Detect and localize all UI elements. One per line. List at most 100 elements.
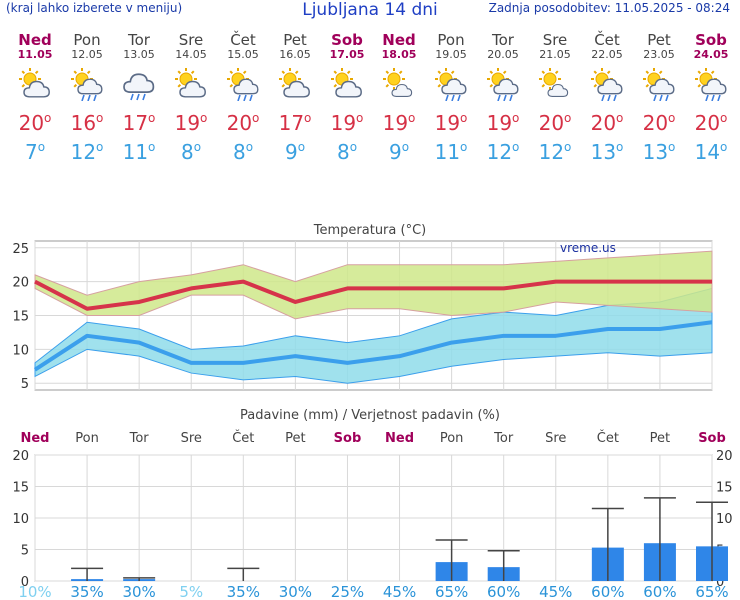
day-column: Pet 16.05 17o 9o: [269, 31, 321, 165]
day-name: Sob: [331, 31, 363, 49]
day-name: Pet: [647, 31, 671, 49]
sun-small-cloud-icon: [529, 67, 581, 101]
day-name: Čet: [230, 31, 256, 49]
partly-cloudy-icon: [269, 67, 321, 101]
max-temp: 17o: [122, 111, 156, 135]
max-temp-line: [34, 279, 712, 311]
day-date: 11.05: [17, 48, 53, 61]
sun-cloud-rain-icon: [581, 67, 633, 101]
max-temp: 19o: [486, 111, 520, 135]
precip-probability: 25%: [331, 583, 364, 600]
day-name: Pon: [437, 31, 465, 49]
precip-day-label: Sre: [545, 431, 566, 446]
min-temp: 8o: [180, 140, 202, 164]
max-temp: 17o: [278, 111, 312, 135]
day-name: Ned: [382, 31, 416, 49]
min-temp: 12o: [538, 140, 572, 164]
precip-day-label: Sob: [698, 431, 726, 446]
min-temp: 14o: [694, 140, 728, 164]
day-date: 21.05: [539, 48, 571, 61]
sun-cloud-rain-icon: [425, 67, 477, 101]
precip-probability: 45%: [539, 583, 572, 600]
day-name: Sre: [178, 31, 204, 49]
day-name: Tor: [128, 31, 150, 49]
day-column: Sre 21.05 20o 12o: [529, 32, 581, 165]
precip-probability: 10%: [18, 583, 51, 600]
partly-cloudy-icon: [321, 67, 373, 101]
temp-chart-title: Temperatura (°C): [313, 223, 426, 238]
day-date: 16.05: [279, 48, 311, 61]
precip-day-label: Čet: [232, 430, 254, 446]
min-temp: 9o: [284, 140, 306, 164]
day-name: Tor: [492, 31, 514, 49]
day-column: Čet 22.05 20o 13o: [581, 31, 633, 165]
min-temp: 11o: [122, 140, 156, 164]
precip-y-tick-right: 15: [716, 481, 733, 496]
last-update: Zadnja posodobitev: 11.05.2025 - 08:24: [488, 1, 730, 15]
precip-y-tick-left: 15: [12, 481, 29, 496]
sun-cloud-rain-icon: [685, 67, 737, 101]
precip-y-tick-right: 0: [716, 575, 724, 590]
min-temp: 11o: [434, 140, 468, 164]
day-column: Pon 19.05 19o 11o: [425, 31, 477, 165]
location-hint[interactable]: (kraj lahko izberete v meniju): [6, 1, 183, 15]
watermark-text: vreme.us: [560, 241, 616, 255]
precip-y-tick-left: 5: [21, 544, 29, 559]
precip-probability: 35%: [70, 583, 103, 600]
precip-probability: 65%: [695, 583, 728, 600]
sun-cloud-rain-icon: [633, 67, 685, 101]
partly-cloudy-icon: [9, 67, 61, 101]
min-temp: 8o: [232, 140, 254, 164]
day-name: Pon: [73, 31, 101, 49]
min-temp: 8o: [336, 140, 358, 164]
day-name: Pet: [283, 31, 307, 49]
max-temp: 19o: [382, 111, 416, 135]
max-temp: 20o: [694, 111, 728, 135]
cloud-rain-icon: [113, 67, 165, 101]
precip-probability: 35%: [227, 583, 260, 600]
day-date: 24.05: [693, 48, 729, 61]
max-temp: 19o: [174, 111, 208, 135]
max-temp: 20o: [18, 111, 52, 135]
max-temp: 20o: [642, 111, 676, 135]
precip-y-tick-left: 0: [21, 575, 29, 590]
day-name: Čet: [594, 31, 620, 49]
precip-probability: 60%: [591, 583, 624, 600]
day-name: Sob: [695, 31, 727, 49]
max-temp: 20o: [226, 111, 260, 135]
min-temp: 7o: [24, 140, 46, 164]
day-column: Tor 13.05 17o 11o: [113, 31, 165, 165]
day-date: 20.05: [487, 48, 519, 61]
precip-day-label: Čet: [597, 430, 619, 446]
temp-y-tick: 5: [21, 377, 29, 392]
precip-y-tick-left: 20: [12, 449, 29, 464]
precip-chart-title: Padavine (mm) / Verjetnost padavin (%): [240, 408, 500, 423]
precip-y-tick-right: 10: [716, 512, 733, 527]
precip-day-label: Sob: [334, 431, 362, 446]
day-date: 15.05: [227, 48, 259, 61]
day-column: Sob 24.05 20o 14o: [685, 31, 737, 165]
precip-probability: 65%: [435, 583, 468, 600]
min-temp: 12o: [70, 140, 104, 164]
partly-cloudy-icon: [165, 67, 217, 101]
day-column: Sre 14.05 19o 8o: [165, 31, 217, 165]
page-title: Ljubljana 14 dni: [302, 0, 438, 20]
precip-day-label: Pet: [285, 431, 305, 446]
min-temp: 9o: [388, 140, 410, 164]
temp-y-tick: 25: [12, 242, 29, 257]
day-column: Čet 15.05 20o 8o: [217, 31, 269, 165]
min-temp-line: [33, 320, 713, 372]
day-date: 13.05: [123, 48, 155, 61]
precip-day-label: Ned: [20, 431, 49, 446]
precip-probability: 30%: [122, 583, 155, 600]
min-temp: 13o: [642, 140, 676, 164]
temp-y-tick: 15: [12, 310, 29, 325]
precip-probability: 60%: [643, 583, 676, 600]
day-column: Pet 23.05 20o 13o: [633, 31, 685, 165]
max-temp: 16o: [70, 111, 104, 135]
precip-y-tick-right: 20: [716, 449, 733, 464]
precip-day-label: Pon: [440, 431, 464, 446]
day-date: 23.05: [643, 48, 675, 61]
